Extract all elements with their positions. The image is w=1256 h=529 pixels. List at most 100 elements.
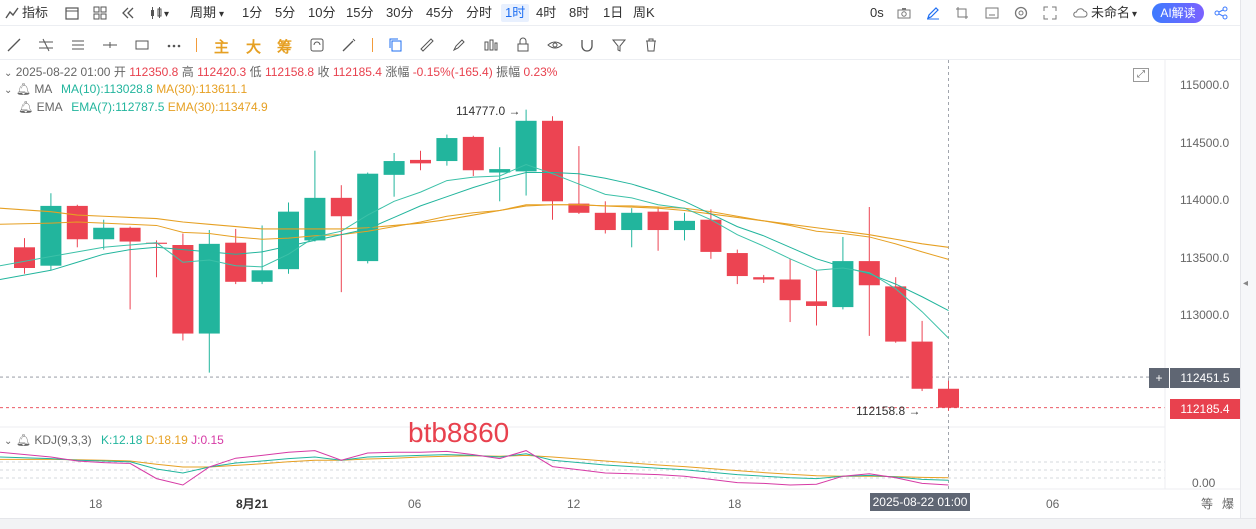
candle-type-icon[interactable]	[148, 5, 164, 21]
candle-body	[357, 173, 379, 262]
collapse-icon[interactable]: ⌄	[4, 85, 13, 96]
price-tick: 113000.0	[1180, 308, 1230, 322]
candle-body	[568, 203, 590, 213]
tf-15m[interactable]: 15分	[346, 5, 374, 20]
calendar-icon[interactable]	[64, 5, 80, 21]
candle-body	[647, 211, 669, 231]
collapse-panel-icon[interactable]: ◂	[1243, 278, 1249, 289]
magic-tool-icon[interactable]	[341, 37, 357, 53]
add-alert-button[interactable]: +	[1149, 368, 1169, 388]
time-tick: 18	[728, 497, 742, 511]
low-value: 112158.8	[264, 65, 315, 79]
ema7-value: EMA(7):112787.5	[71, 100, 165, 114]
candle-body	[542, 120, 563, 202]
ema30-line	[0, 204, 949, 260]
tf-45m[interactable]: 45分	[426, 5, 454, 20]
pen-icon[interactable]	[925, 5, 941, 21]
bell-icon[interactable]: 🔔︎	[15, 82, 31, 96]
magnet-icon[interactable]	[579, 37, 595, 53]
right-side-panel[interactable]: ◂	[1240, 0, 1256, 518]
axis-corner-label[interactable]: 等	[1201, 497, 1214, 511]
eye-icon[interactable]	[547, 37, 563, 53]
kdj-tick: 0.00	[1192, 476, 1216, 490]
channel-icon[interactable]	[70, 37, 86, 53]
collapse-icon[interactable]: ⌄	[4, 436, 13, 447]
close-value: 112185.4	[332, 65, 382, 79]
chevron-down-icon[interactable]: ▾	[1132, 9, 1138, 20]
big-order-button[interactable]: 大	[246, 39, 262, 56]
share-icon[interactable]	[1213, 5, 1229, 21]
tf-4h[interactable]: 4时	[536, 5, 557, 20]
gear-icon[interactable]	[1013, 5, 1029, 21]
chevron-down-icon[interactable]: ▾	[219, 9, 225, 20]
axis-corner-label[interactable]: 爆	[1222, 497, 1235, 511]
ruler-icon[interactable]	[419, 37, 435, 53]
rectangle-icon[interactable]	[134, 37, 150, 53]
tf-10m[interactable]: 10分	[308, 5, 336, 20]
trend-line-icon[interactable]	[6, 37, 22, 53]
bell-icon[interactable]: 🔔︎	[15, 433, 31, 447]
filter-icon[interactable]	[611, 37, 627, 53]
bottom-indicator-bar[interactable]	[0, 518, 1256, 529]
trash-icon[interactable]	[643, 37, 659, 53]
price-tick: 115000.0	[1180, 78, 1230, 92]
kdj-d-line	[0, 454, 949, 479]
period-dropdown[interactable]: 周期	[190, 5, 217, 20]
candle-body	[410, 159, 431, 164]
tf-1d[interactable]: 1日	[603, 5, 624, 20]
kdj-k-line	[0, 453, 949, 481]
cloud-icon[interactable]	[1072, 5, 1088, 21]
ema-name[interactable]: EMA	[36, 100, 62, 114]
fullscreen-icon[interactable]	[1042, 5, 1058, 21]
indicators-button[interactable]: 指标	[22, 5, 49, 20]
candle-body	[726, 253, 748, 277]
more-icon[interactable]	[166, 37, 182, 53]
chip-button[interactable]: 筹	[277, 39, 293, 56]
candle-body	[304, 197, 326, 241]
ai-analysis-button[interactable]: AI解读	[1152, 3, 1204, 23]
tf-8h[interactable]: 8时	[569, 5, 590, 20]
ema30-value: EMA(30):113474.9	[167, 100, 268, 114]
tf-5m[interactable]: 5分	[275, 5, 296, 20]
window-icon[interactable]	[984, 5, 1000, 21]
bell-icon[interactable]: 🔔︎	[18, 100, 34, 114]
tf-1m[interactable]: 1分	[242, 5, 263, 20]
tf-timeline[interactable]: 分时	[466, 5, 493, 20]
expand-icon[interactable]: ⤢	[1133, 68, 1149, 82]
layout-name[interactable]: 未命名	[1091, 5, 1131, 20]
candle-body	[251, 270, 273, 282]
min-price-value: 112158.8	[856, 404, 906, 418]
candle-body	[700, 219, 722, 252]
horizontal-line-icon[interactable]	[102, 37, 118, 53]
kdj-name[interactable]: KDJ(9,3,3)	[34, 433, 92, 447]
candlestick-chart[interactable]	[0, 60, 1240, 518]
rewind-icon[interactable]	[120, 5, 136, 21]
open-label: 开	[113, 65, 126, 79]
candle-body	[278, 211, 299, 270]
brush-icon[interactable]	[451, 37, 467, 53]
copy-icon[interactable]	[388, 37, 404, 53]
chevron-down-icon[interactable]: ▾	[164, 9, 170, 20]
camera-icon[interactable]	[896, 5, 912, 21]
candle-body	[462, 136, 484, 171]
tf-week[interactable]: 周K	[633, 5, 655, 20]
lock-icon[interactable]	[515, 37, 531, 53]
indicator-icon[interactable]	[4, 5, 20, 21]
kdj-k: K:12.18	[101, 433, 143, 447]
collapse-icon[interactable]: ⌄	[4, 68, 13, 79]
kdj-d: D:18.19	[145, 433, 188, 447]
sync-icon[interactable]	[309, 37, 325, 53]
main-force-button[interactable]: 主	[214, 39, 230, 56]
candle-body	[594, 212, 616, 231]
parallel-lines-icon[interactable]	[38, 37, 54, 53]
tf-1h[interactable]: 1时	[501, 4, 530, 22]
layout-grid-icon[interactable]	[92, 5, 108, 21]
last-price-tag: 112185.4	[1170, 399, 1240, 419]
bars-icon[interactable]	[483, 37, 499, 53]
toolbar-divider	[196, 38, 197, 52]
bar-date: 2025-08-22 01:00	[15, 65, 111, 79]
ma-name[interactable]: MA	[34, 82, 52, 96]
tf-30m[interactable]: 30分	[386, 5, 414, 20]
crop-icon[interactable]	[954, 5, 970, 21]
crosshair-time-tag: 2025-08-22 01:00	[870, 493, 970, 511]
